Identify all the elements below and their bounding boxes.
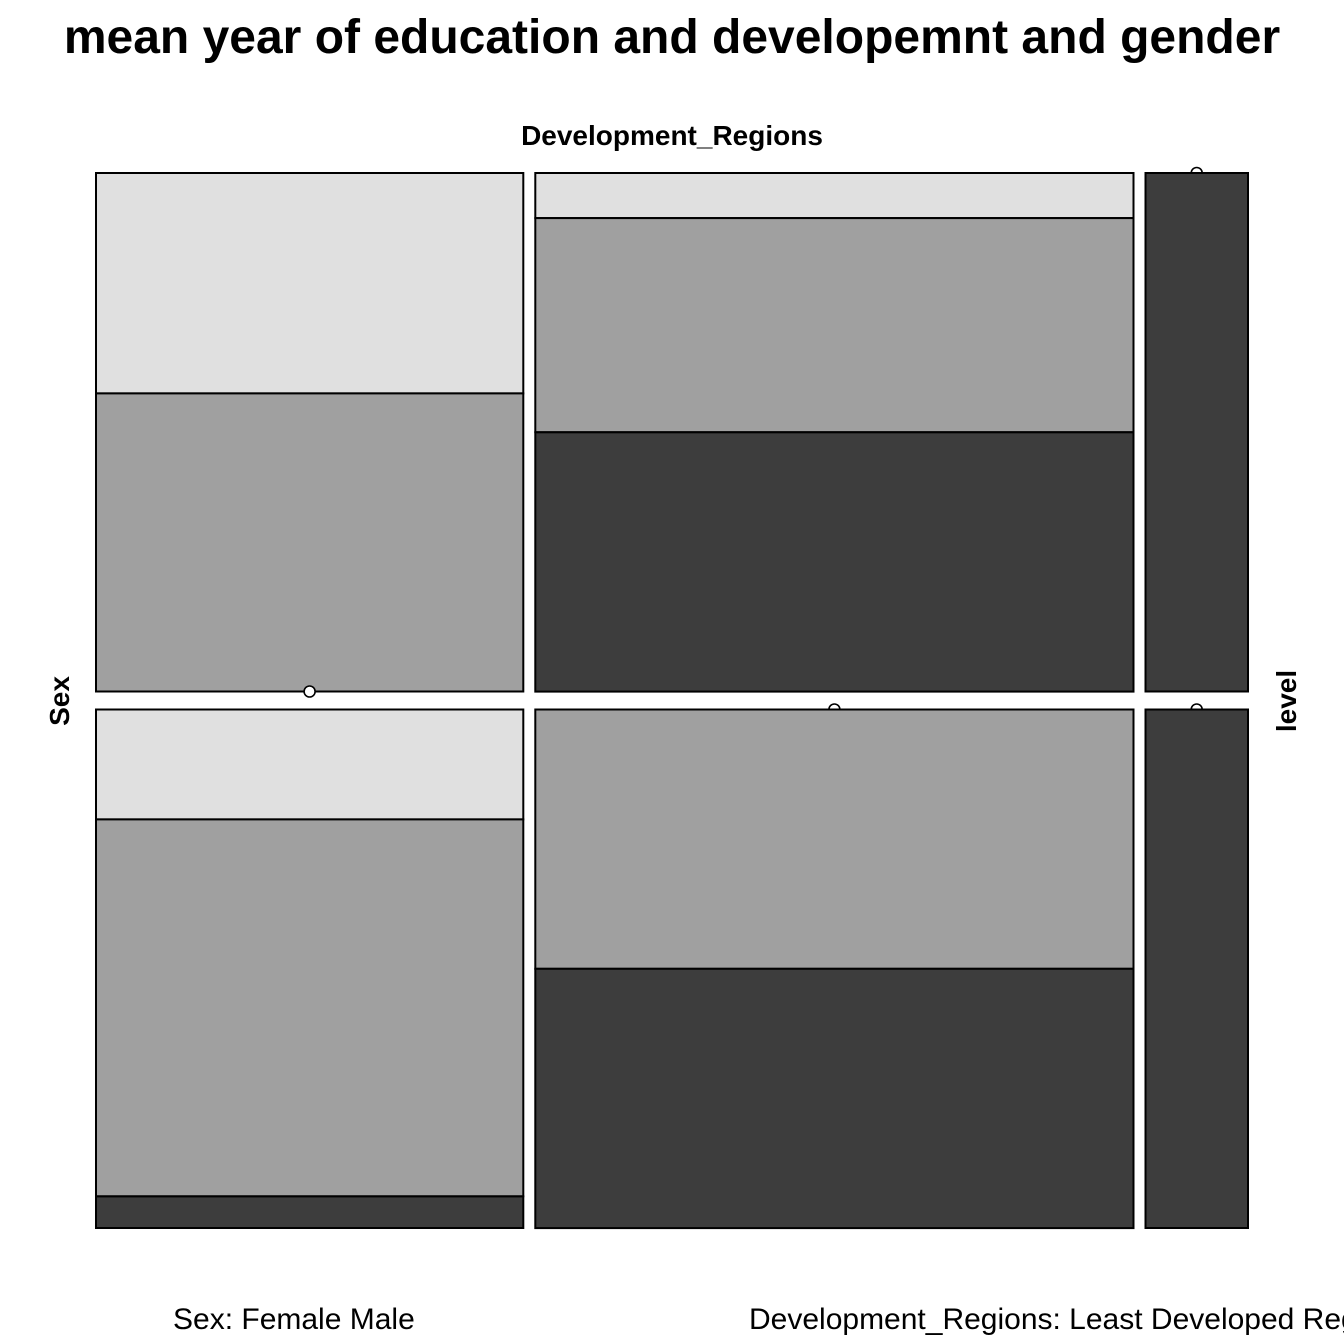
- mosaic-tile-r0-c1-l2: [534, 431, 1135, 693]
- zero-cell-marker-r0-c0-l2: [303, 685, 316, 698]
- top-axis-label: Development_Regions: [521, 120, 823, 151]
- mosaic-tile-r1-c0-l0: [95, 708, 525, 821]
- left-axis-label: Sex: [44, 676, 75, 726]
- mosaic-tile-r0-c0-l1: [95, 392, 525, 693]
- mosaic-tile-r1-c0-l1: [95, 818, 525, 1198]
- mosaic-tile-r0-c1-l1: [534, 217, 1135, 434]
- right-axis-label: level: [1271, 670, 1302, 732]
- mosaic-tile-r1-c1-l2: [534, 967, 1135, 1230]
- footer-region-legend: Development_Regions: Least Developed Reg…: [749, 1303, 1344, 1336]
- mosaic-tile-r1-c0-l2: [95, 1195, 525, 1230]
- mosaic-tile-r0-c0-l0: [95, 172, 525, 395]
- chart-title: mean year of education and developemnt a…: [64, 11, 1280, 64]
- mosaic-tile-r1-c2-l2: [1144, 708, 1249, 1229]
- mosaic-tiles: [95, 166, 1249, 1230]
- mosaic-tile-r0-c2-l2: [1144, 172, 1249, 693]
- mosaic-tile-r1-c1-l1: [534, 708, 1135, 970]
- mosaic-tile-r0-c1-l0: [534, 172, 1135, 220]
- footer-sex-legend: Sex: Female Male: [173, 1303, 415, 1336]
